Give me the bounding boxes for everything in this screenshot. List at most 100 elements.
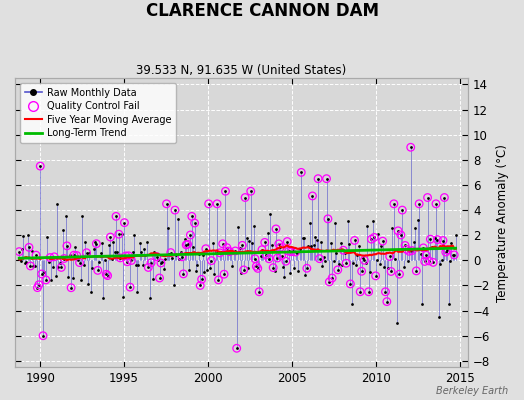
Point — [220, 271, 228, 277]
Point — [25, 244, 33, 250]
Point — [43, 233, 51, 240]
Point — [383, 298, 391, 305]
Point — [116, 255, 124, 261]
Point — [220, 271, 228, 277]
Point — [92, 240, 101, 247]
Point — [336, 240, 345, 246]
Point — [219, 240, 227, 247]
Point — [428, 243, 436, 250]
Point — [214, 277, 223, 283]
Point — [342, 260, 351, 266]
Point — [159, 266, 168, 272]
Point — [233, 345, 241, 352]
Point — [47, 277, 56, 283]
Point — [433, 236, 442, 243]
Point — [239, 267, 248, 273]
Point — [397, 232, 405, 238]
Point — [315, 256, 324, 262]
Point — [29, 263, 37, 269]
Point — [399, 264, 408, 270]
Point — [308, 193, 316, 199]
Point — [429, 259, 438, 266]
Point — [223, 244, 231, 251]
Point — [115, 231, 123, 237]
Point — [30, 263, 39, 269]
Point — [398, 207, 407, 213]
Point — [147, 260, 155, 266]
Point — [39, 332, 47, 339]
Point — [422, 252, 430, 258]
Point — [301, 272, 310, 278]
Point — [419, 245, 428, 251]
Point — [103, 272, 112, 279]
Point — [388, 225, 397, 231]
Point — [122, 253, 130, 259]
Point — [258, 246, 266, 253]
Point — [150, 249, 158, 256]
Point — [194, 251, 203, 258]
Point — [339, 247, 347, 254]
Point — [351, 237, 359, 244]
Point — [395, 271, 403, 277]
Point — [95, 259, 103, 266]
Point — [377, 243, 386, 249]
Point — [401, 242, 409, 249]
Point — [231, 248, 239, 254]
Point — [15, 248, 24, 255]
Point — [421, 258, 429, 265]
Point — [127, 257, 136, 264]
Point — [216, 250, 224, 256]
Point — [269, 264, 277, 271]
Point — [260, 239, 269, 246]
Point — [171, 207, 179, 213]
Point — [322, 176, 331, 182]
Point — [63, 243, 71, 249]
Point — [429, 259, 438, 266]
Point — [99, 295, 107, 301]
Point — [357, 268, 366, 274]
Point — [272, 226, 280, 232]
Point — [101, 257, 109, 264]
Point — [405, 248, 413, 254]
Point — [297, 169, 305, 176]
Point — [136, 240, 144, 246]
Point — [285, 248, 293, 254]
Point — [82, 250, 91, 256]
Point — [155, 275, 163, 281]
Point — [36, 163, 45, 169]
Point — [415, 201, 423, 207]
Point — [251, 256, 259, 262]
Point — [32, 252, 40, 258]
Point — [190, 220, 199, 226]
Point — [78, 213, 86, 220]
Point — [46, 254, 54, 261]
Y-axis label: Temperature Anomaly (°C): Temperature Anomaly (°C) — [496, 144, 509, 302]
Point — [258, 246, 266, 253]
Point — [178, 254, 186, 260]
Point — [398, 207, 407, 213]
Point — [342, 260, 351, 266]
Point — [161, 256, 169, 262]
Point — [347, 301, 356, 308]
Point — [380, 264, 388, 270]
Point — [372, 273, 380, 279]
Point — [303, 265, 311, 272]
Point — [210, 271, 219, 278]
Point — [338, 261, 346, 268]
Point — [341, 250, 349, 256]
Point — [60, 255, 68, 262]
Point — [19, 233, 28, 239]
Point — [397, 232, 405, 238]
Point — [148, 276, 157, 282]
Point — [162, 201, 171, 207]
Point — [443, 247, 451, 253]
Point — [314, 176, 322, 182]
Point — [204, 201, 213, 207]
Point — [75, 259, 84, 266]
Point — [157, 260, 165, 266]
Point — [102, 271, 111, 278]
Point — [37, 271, 46, 277]
Point — [173, 216, 182, 222]
Point — [175, 256, 183, 262]
Point — [143, 239, 151, 246]
